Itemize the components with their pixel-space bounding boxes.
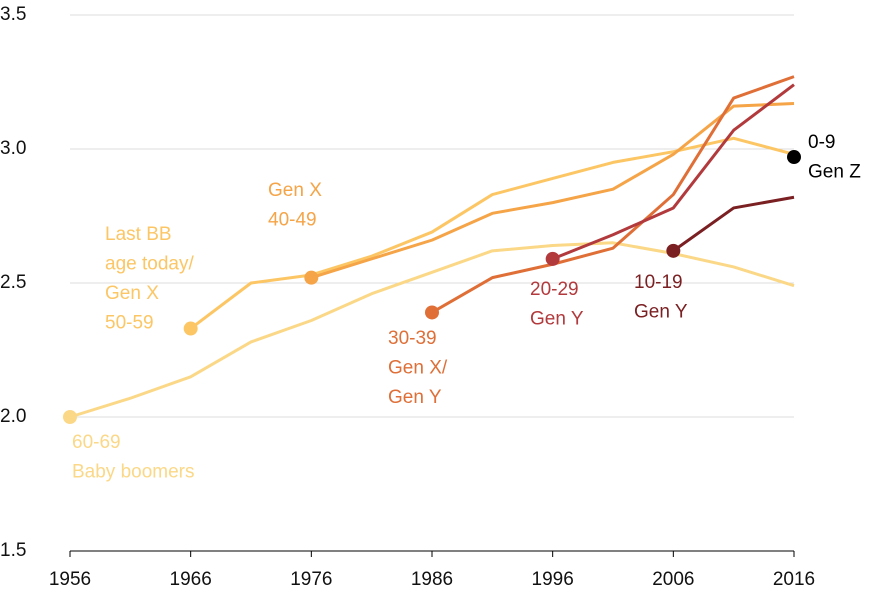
series-label: Gen Y <box>530 309 584 330</box>
x-tick-label: 1966 <box>170 569 212 590</box>
series-label: 60-69 <box>72 432 121 453</box>
series-label: Last BB <box>105 224 172 245</box>
series-label: 10-19 <box>634 272 683 293</box>
series-line <box>310 101 795 280</box>
x-tick-label: 2006 <box>652 569 694 590</box>
series-label: Gen Z <box>808 162 861 183</box>
start-marker <box>63 410 77 424</box>
start-marker <box>787 150 801 165</box>
x-tick-label: 1986 <box>411 569 453 590</box>
y-tick-label: 3.5 <box>0 4 26 25</box>
y-tick-label: 2.5 <box>0 272 26 293</box>
x-tick-label: 2016 <box>773 569 815 590</box>
y-tick-label: 1.5 <box>0 540 26 561</box>
series-label: 50-59 <box>105 313 154 334</box>
series-label: Gen Y <box>634 302 688 323</box>
series-label: 20-29 <box>530 279 579 300</box>
series-line <box>189 136 795 330</box>
series-label: Gen X <box>268 180 322 201</box>
series-label: Gen X/ <box>388 358 448 379</box>
series-label: Gen Y <box>388 387 442 408</box>
series-label: Gen X <box>105 283 159 304</box>
series-label: 30-39 <box>388 328 437 349</box>
x-tick-label: 1976 <box>290 569 332 590</box>
series-line <box>431 75 795 314</box>
series-line <box>672 195 795 253</box>
start-marker <box>304 270 319 285</box>
y-tick-label: 2.0 <box>0 406 26 427</box>
start-marker <box>666 243 681 258</box>
series-label: 40-49 <box>268 210 317 231</box>
y-tick-label: 3.0 <box>0 138 26 159</box>
series-line <box>552 83 795 261</box>
series-label: age today/ <box>105 254 194 275</box>
x-tick-label: 1956 <box>49 569 91 590</box>
start-marker <box>545 251 560 266</box>
x-tick-label: 1996 <box>532 569 574 590</box>
start-marker <box>183 321 198 336</box>
series-label: Baby boomers <box>72 462 195 483</box>
start-marker <box>425 305 439 320</box>
series-label: 0-9 <box>808 132 835 153</box>
